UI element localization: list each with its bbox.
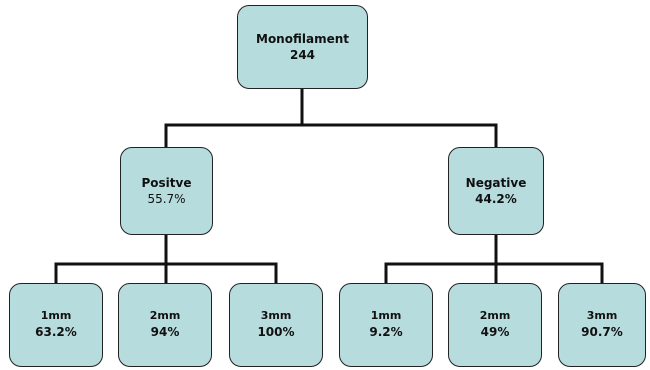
node-value: 94% [150,325,180,340]
node-value: 100% [257,325,295,340]
node-value: 90.7% [581,325,623,340]
node-value: 44.2% [475,192,517,206]
node-value: 9.2% [369,325,403,340]
node-value: 63.2% [35,325,77,340]
node-negative-2mm: 2mm 49% [448,283,542,367]
node-label: 1mm [370,309,402,323]
node-negative: Negative 44.2% [448,147,544,235]
node-label: Monofilament [256,31,349,46]
node-value: 244 [289,48,316,62]
node-positive-3mm: 3mm 100% [229,283,323,367]
node-label: 3mm [586,309,618,323]
node-label: Negative [465,175,527,190]
node-negative-3mm: 3mm 90.7% [558,283,646,367]
node-negative-1mm: 1mm 9.2% [339,283,433,367]
node-label: 1mm [40,309,72,323]
node-label: 3mm [260,309,292,323]
node-value: 49% [480,325,510,340]
node-monofilament: Monofilament 244 [237,5,368,89]
node-label: 2mm [479,309,511,323]
node-label: Positve [141,175,192,190]
node-positive-2mm: 2mm 94% [118,283,212,367]
node-positive-1mm: 1mm 63.2% [9,283,103,367]
node-positive: Positve 55.7% [120,147,213,235]
node-value: 55.7% [147,192,186,206]
node-label: 2mm [149,309,181,323]
